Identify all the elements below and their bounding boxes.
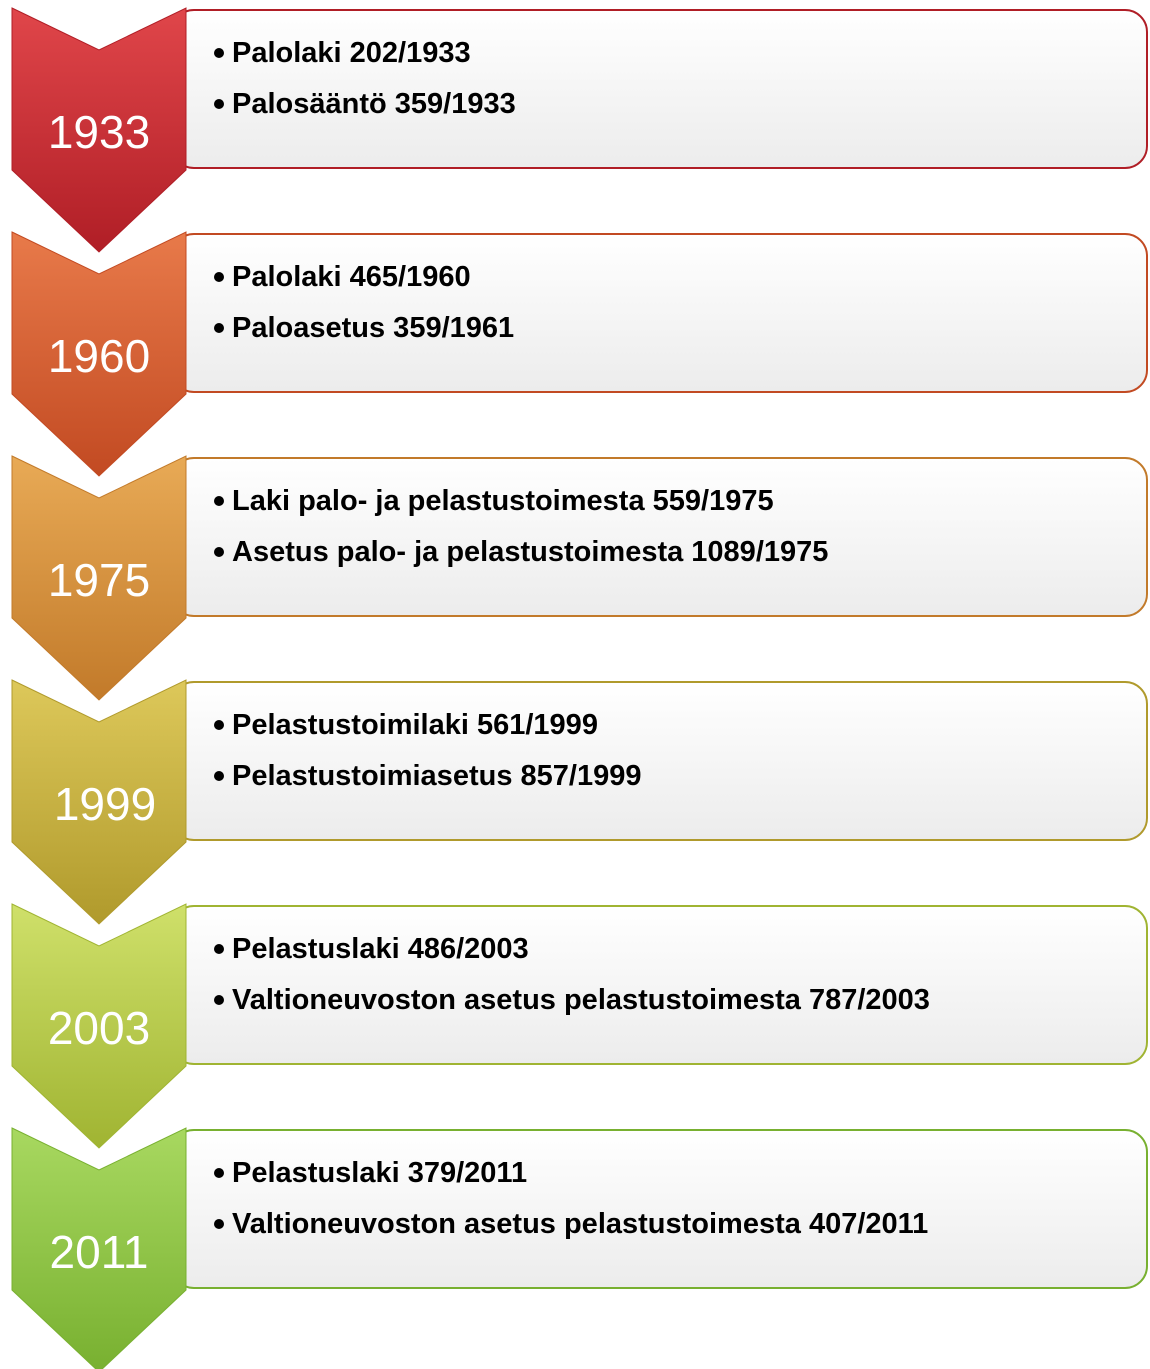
year-label: 2003: [48, 1002, 150, 1054]
item-line: Pelastuslaki 379/2011: [232, 1157, 527, 1189]
item-line: Valtioneuvoston asetus pelastustoimesta …: [232, 984, 930, 1016]
bullet: [214, 1168, 224, 1178]
bullet: [214, 1219, 224, 1229]
bullet: [214, 496, 224, 506]
item-line: Palosääntö 359/1933: [232, 88, 516, 120]
bullet: [214, 944, 224, 954]
chevron: [11, 679, 187, 925]
chevron: [11, 231, 187, 477]
item-line: Valtioneuvoston asetus pelastustoimesta …: [232, 1208, 928, 1240]
bullet: [214, 547, 224, 557]
item-line: Paloasetus 359/1961: [232, 312, 514, 344]
year-label: 1960: [48, 330, 150, 382]
bullet: [214, 720, 224, 730]
item-line: Pelastustoimiasetus 857/1999: [232, 760, 641, 792]
chevron: [11, 1127, 187, 1369]
item-line: Palolaki 465/1960: [232, 261, 471, 293]
bullet: [214, 323, 224, 333]
item-line: Asetus palo- ja pelastustoimesta 1089/19…: [232, 536, 828, 568]
year-label: 1975: [48, 554, 150, 606]
bullet: [214, 272, 224, 282]
chevron: [11, 7, 187, 253]
chevron: [11, 455, 187, 701]
year-label: 1933: [48, 106, 150, 158]
item-line: Pelastustoimilaki 561/1999: [232, 709, 598, 741]
chevron: [11, 903, 187, 1149]
item-line: Palolaki 202/1933: [232, 37, 471, 69]
year-label: 2011: [50, 1226, 149, 1278]
year-label: 1999: [54, 778, 156, 830]
bullet: [214, 99, 224, 109]
bullet: [214, 995, 224, 1005]
item-line: Laki palo- ja pelastustoimesta 559/1975: [232, 485, 774, 517]
item-line: Pelastuslaki 486/2003: [232, 933, 529, 965]
bullet: [214, 771, 224, 781]
bullet: [214, 48, 224, 58]
